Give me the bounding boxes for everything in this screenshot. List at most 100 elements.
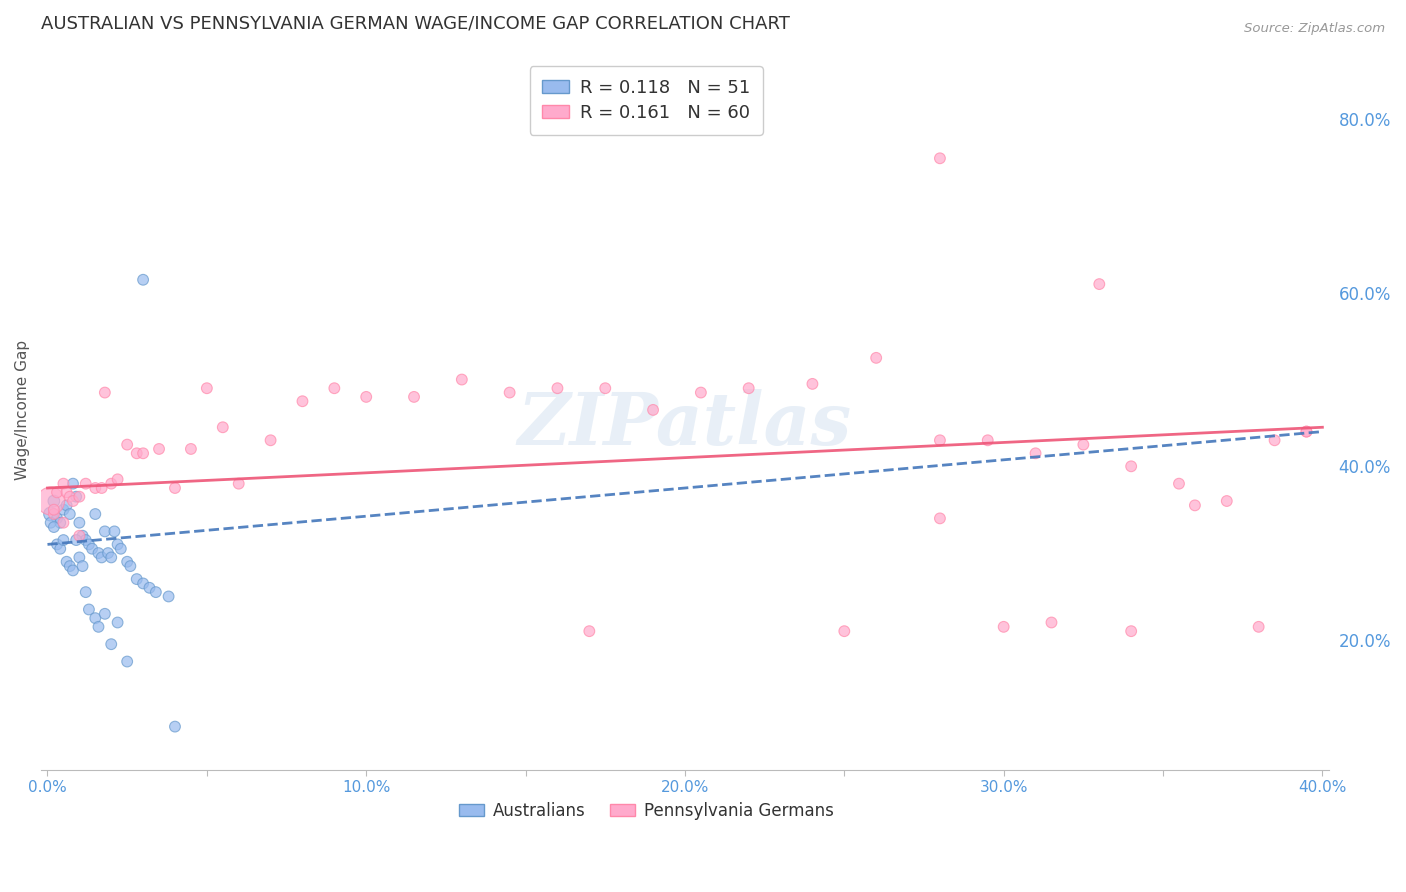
Point [77, 537, 100, 551]
Point [49, 516, 72, 530]
Y-axis label: Wage/Income Gap: Wage/Income Gap [15, 340, 30, 480]
Point [1216, 494, 1239, 508]
Point [46, 485, 69, 500]
Point [107, 472, 129, 486]
Point [75, 476, 97, 491]
Point [107, 615, 129, 630]
Point [578, 624, 600, 639]
Point [67, 490, 90, 504]
Point [132, 446, 155, 460]
Point [84, 611, 107, 625]
Point [120, 559, 142, 574]
Point [148, 442, 170, 456]
Point [62, 564, 84, 578]
Point [75, 585, 97, 599]
Point [259, 434, 281, 448]
Point [354, 390, 377, 404]
Point [94, 607, 117, 621]
Point [52, 533, 75, 547]
Point [929, 434, 952, 448]
Point [993, 620, 1015, 634]
Point [84, 481, 107, 495]
Point [62, 494, 84, 508]
Point [228, 476, 250, 491]
Point [107, 537, 129, 551]
Point [94, 385, 117, 400]
Point [67, 529, 90, 543]
Point [42, 520, 65, 534]
Point [49, 541, 72, 556]
Point [145, 585, 167, 599]
Point [977, 434, 1000, 448]
Point [1247, 620, 1270, 634]
Point [84, 507, 107, 521]
Point [52, 502, 75, 516]
Point [834, 624, 856, 639]
Point [55, 499, 77, 513]
Text: Source: ZipAtlas.com: Source: ZipAtlas.com [1244, 22, 1385, 36]
Point [132, 576, 155, 591]
Point [110, 541, 132, 556]
Point [67, 516, 90, 530]
Point [55, 485, 77, 500]
Point [65, 490, 87, 504]
Point [42, 502, 65, 516]
Point [42, 494, 65, 508]
Point [62, 476, 84, 491]
Point [39, 494, 62, 508]
Point [46, 511, 69, 525]
Point [402, 390, 425, 404]
Point [929, 151, 952, 165]
Point [65, 533, 87, 547]
Point [1184, 499, 1206, 513]
Point [125, 446, 148, 460]
Point [593, 381, 616, 395]
Point [97, 546, 120, 560]
Point [163, 720, 186, 734]
Point [90, 481, 112, 495]
Point [1121, 459, 1143, 474]
Point [100, 550, 122, 565]
Point [1025, 446, 1047, 460]
Text: ZIPatlas: ZIPatlas [517, 389, 852, 459]
Point [52, 516, 75, 530]
Point [55, 555, 77, 569]
Point [1040, 615, 1063, 630]
Point [72, 529, 94, 543]
Point [42, 507, 65, 521]
Point [132, 273, 155, 287]
Point [77, 602, 100, 616]
Point [929, 511, 952, 525]
Point [498, 385, 520, 400]
Point [115, 437, 138, 451]
Point [46, 537, 69, 551]
Point [1264, 434, 1286, 448]
Point [115, 655, 138, 669]
Point [163, 481, 186, 495]
Point [67, 550, 90, 565]
Point [138, 581, 160, 595]
Point [1168, 476, 1191, 491]
Point [323, 381, 346, 395]
Point [72, 559, 94, 574]
Point [100, 637, 122, 651]
Point [641, 403, 664, 417]
Point [75, 533, 97, 547]
Point [157, 590, 180, 604]
Point [1295, 425, 1317, 439]
Point [115, 555, 138, 569]
Point [100, 476, 122, 491]
Point [180, 442, 202, 456]
Point [39, 516, 62, 530]
Text: AUSTRALIAN VS PENNSYLVANIA GERMAN WAGE/INCOME GAP CORRELATION CHART: AUSTRALIAN VS PENNSYLVANIA GERMAN WAGE/I… [41, 15, 790, 33]
Point [59, 507, 82, 521]
Point [87, 546, 110, 560]
Point [1295, 425, 1317, 439]
Point [39, 507, 62, 521]
Point [689, 385, 711, 400]
Point [82, 541, 104, 556]
Point [546, 381, 568, 395]
Point [94, 524, 117, 539]
Point [801, 376, 824, 391]
Point [211, 420, 233, 434]
